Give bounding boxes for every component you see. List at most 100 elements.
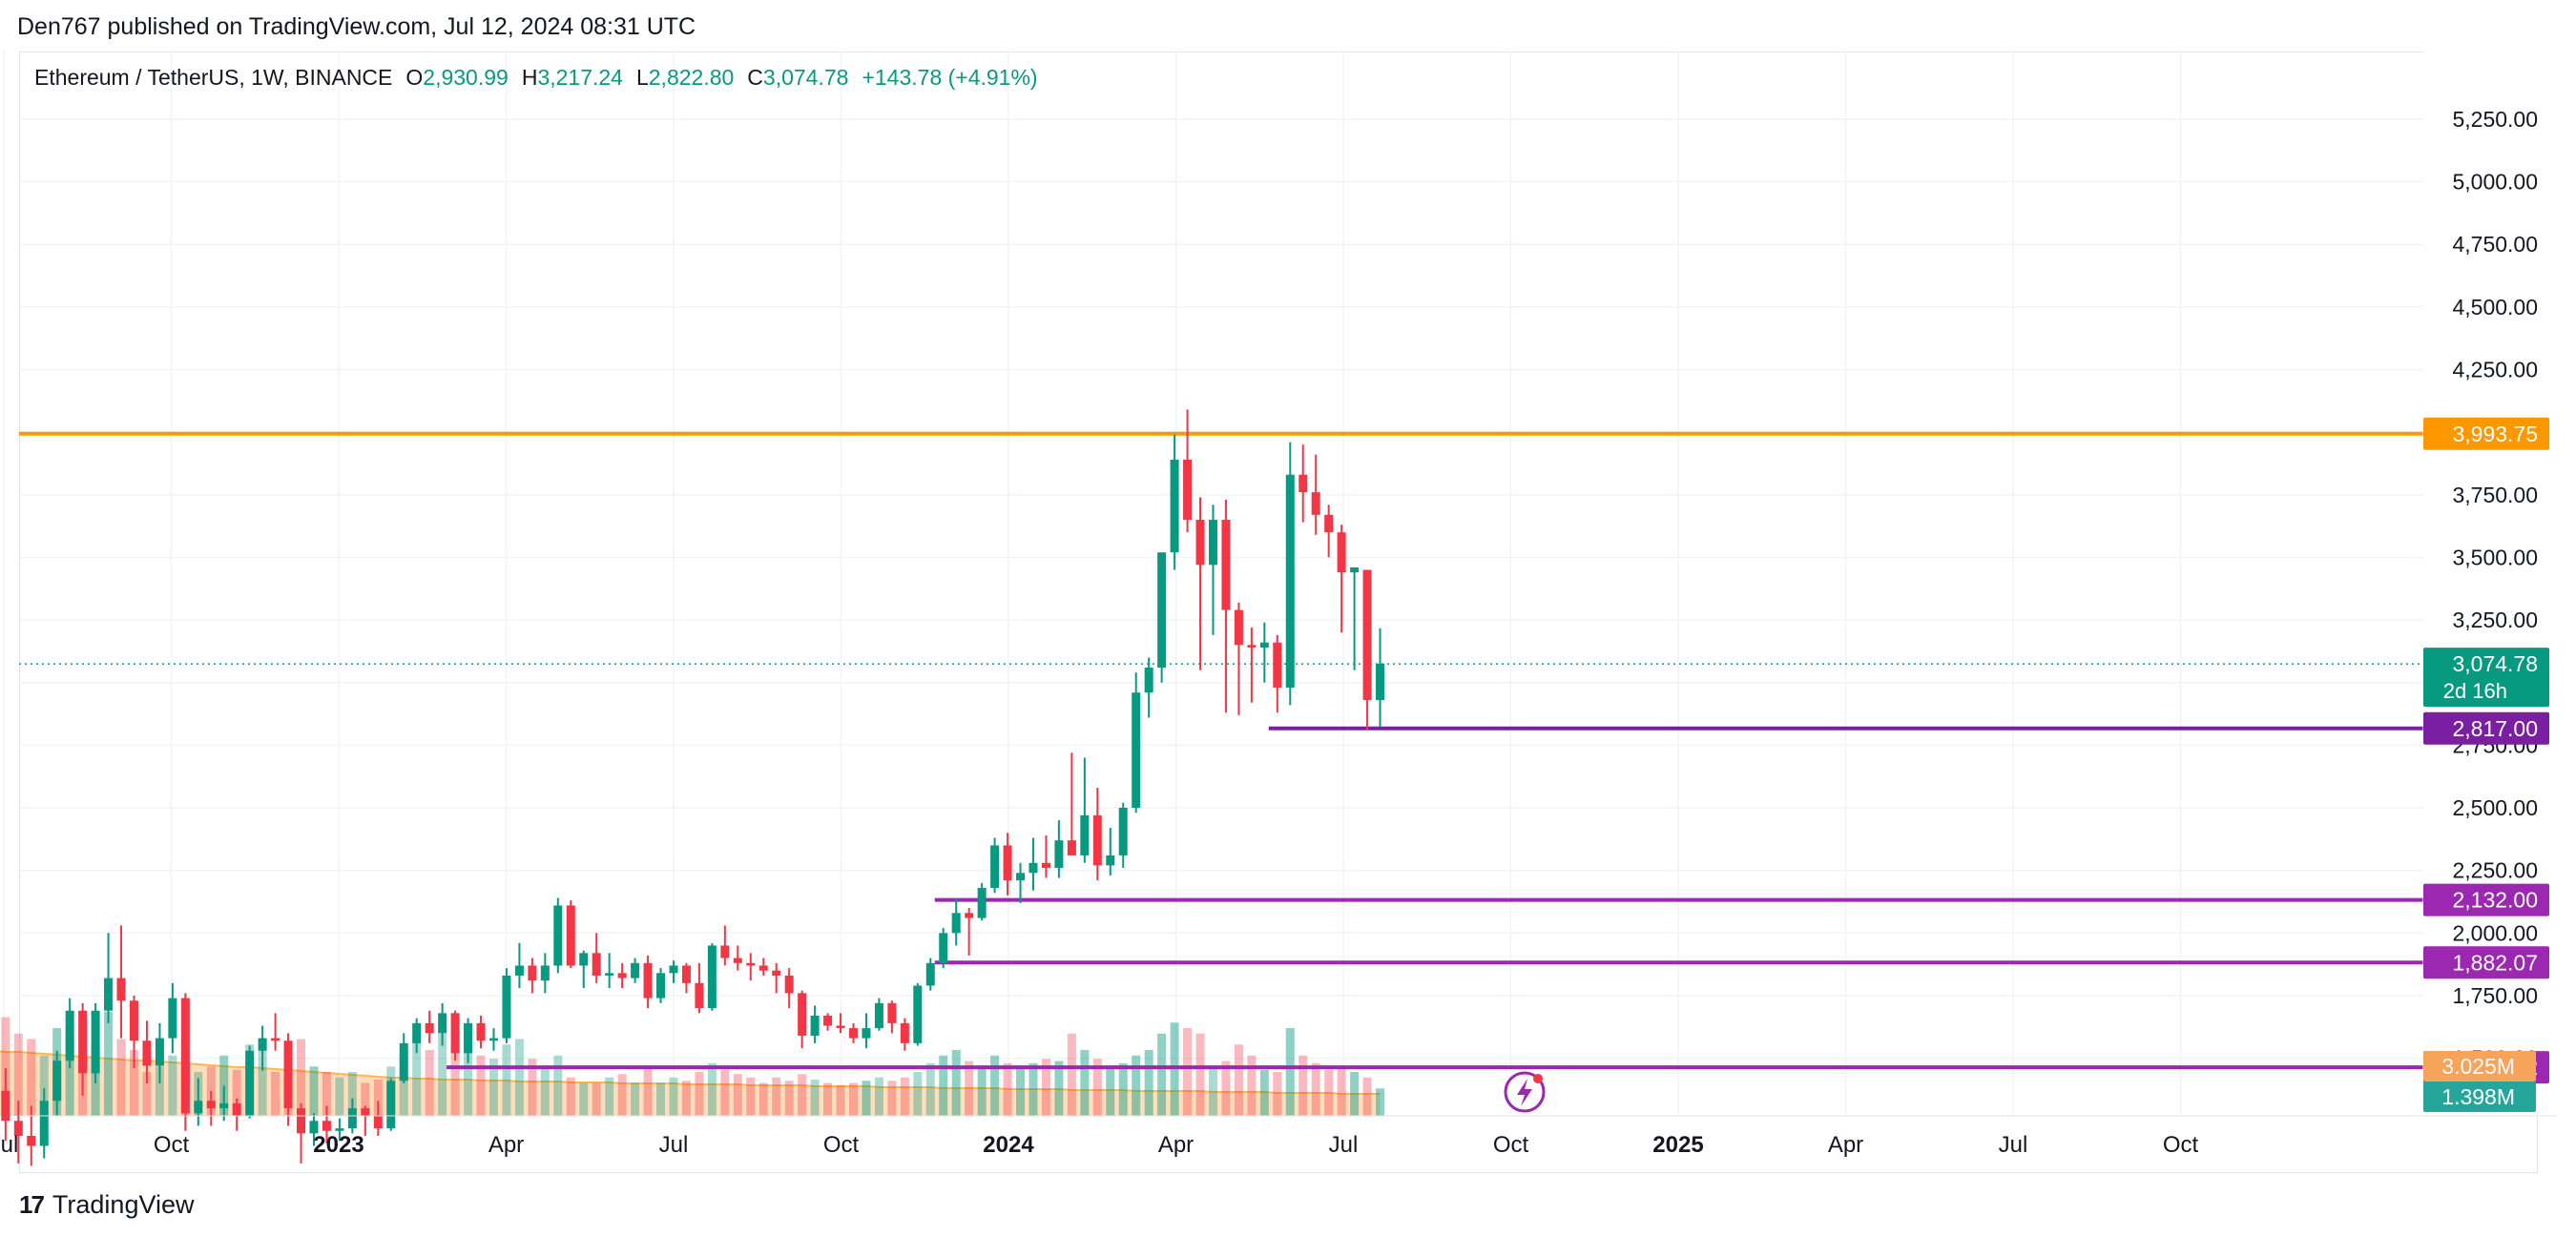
candle-body [1273,642,1282,688]
candle [798,990,807,1049]
candle [733,945,742,971]
tradingview-logo-icon: 17 [19,1190,45,1219]
candle [1016,862,1026,903]
candle-body [1298,474,1308,493]
volume-bar [232,1069,241,1116]
candle-body [438,1013,447,1034]
candle-body [810,1015,820,1036]
volume-bar [271,1072,280,1116]
volume-bar [168,1055,177,1116]
candle-body [836,1025,845,1029]
volume-bar [129,1050,138,1116]
volume-bar [874,1077,883,1116]
last-price-label: 3,074.78 2d 16h [2423,648,2549,708]
candle [579,950,589,989]
candle-body [1376,664,1385,701]
candle [720,925,730,966]
y-tick-label: 4,250.00 [2452,357,2538,381]
lightning-bolt [1517,1079,1532,1106]
volume-bar [27,1039,36,1116]
volume-bar [1054,1061,1064,1116]
volume-bar [951,1050,961,1116]
candle [592,933,601,983]
candle-body [617,973,627,978]
candle-body [566,905,575,966]
volume-label-text: 1.398M [2441,1084,2515,1109]
open-value: 2,930.99 [423,65,509,90]
candle-body [450,1013,460,1054]
candle [168,982,177,1054]
candle [528,958,537,994]
volume-bar [977,1066,987,1116]
candle [412,1018,422,1054]
tradingview-footer[interactable]: 17 TradingView [19,1190,195,1220]
candle [1003,833,1012,896]
volume-bar [1273,1072,1282,1116]
candle [297,1102,306,1164]
candle-body [784,975,794,994]
candle [1,1068,10,1142]
volume-label-bg [2423,1082,2536,1112]
volume-bar [656,1082,666,1116]
volume-pane [0,1011,1385,1116]
volume-bar [823,1082,833,1116]
lightning-dot [1533,1074,1543,1083]
candle [1234,602,1243,715]
candle [1376,628,1385,728]
candle-body [283,1040,293,1109]
candles [1,409,1385,1166]
candle-body [335,1128,344,1131]
volume-bar [297,1039,306,1116]
candle [514,942,524,989]
candle-body [939,933,948,963]
candle [874,998,883,1031]
candle-body [681,965,691,983]
y-tick-label: 2,000.00 [2452,920,2538,945]
x-tick-label: Jul [0,1132,18,1158]
candle [283,1033,293,1126]
volume-bar [592,1082,601,1116]
candle [1118,802,1128,869]
candle [232,1098,241,1131]
symbol-legend: Ethereum / TetherUS, 1W, BINANCE O2,930.9… [34,65,1038,91]
volume-bar [887,1081,897,1116]
volume-bar [1003,1062,1012,1116]
candle [1092,788,1102,881]
volume-bar [862,1081,871,1116]
volume-bar [1016,1066,1026,1116]
volume-bar [566,1077,575,1116]
volume-bar [488,1059,498,1116]
candle-body [65,1010,74,1061]
candle-body [925,962,935,986]
volume-bar [450,1044,460,1116]
candle-body [1080,814,1090,855]
candle-body [1259,642,1269,648]
candle-body [322,1121,331,1131]
level-label-text: 2,132.00 [2452,888,2538,913]
volume-bar [772,1077,781,1116]
level-label-text: 2,817.00 [2452,716,2538,741]
volume-bar [1106,1066,1115,1116]
candle [1170,434,1179,570]
volume-bar [925,1062,935,1116]
candle [1067,752,1076,855]
candle-body [965,913,974,918]
candle-body [592,953,601,976]
candle-body [129,1000,138,1041]
y-tick-label: 4,750.00 [2452,232,2538,257]
candle-body [142,1040,152,1066]
volume-bar [309,1066,319,1116]
candle [258,1025,267,1071]
candle [746,953,756,981]
volume-bar [990,1055,1000,1116]
candle-body [116,978,126,1001]
level-lines [19,431,2427,1070]
volume-bar [1247,1055,1257,1116]
candle-body [232,1102,241,1116]
candle-body [1337,532,1346,573]
candle-body [1183,460,1193,521]
candle-body [1106,855,1115,866]
volume-ma-line [0,1050,1381,1095]
volume-bar [1234,1044,1243,1116]
